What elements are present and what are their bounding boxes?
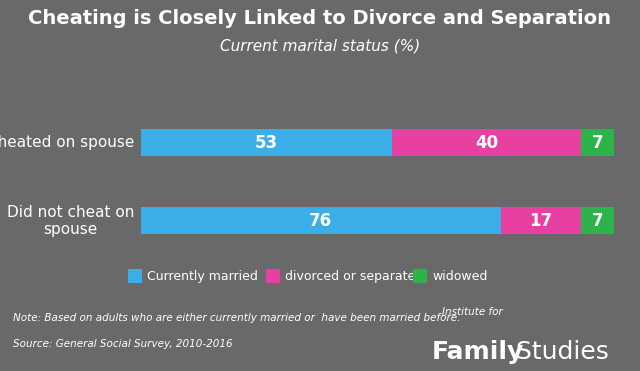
Text: Studies: Studies — [508, 339, 609, 364]
Bar — [581, 129, 614, 157]
Text: 40: 40 — [475, 134, 498, 152]
Text: 17: 17 — [529, 212, 552, 230]
Text: 76: 76 — [309, 212, 332, 230]
Text: Source: General Social Survey, 2010-2016: Source: General Social Survey, 2010-2016 — [13, 339, 232, 349]
Text: Cheated on spouse: Cheated on spouse — [0, 135, 134, 150]
Text: Family: Family — [432, 339, 524, 364]
Text: Currently married: Currently married — [147, 270, 258, 283]
Text: Note: Based on adults who are either currently married or  have been married bef: Note: Based on adults who are either cur… — [13, 313, 460, 324]
Bar — [141, 129, 392, 157]
Bar — [392, 129, 581, 157]
Text: Current marital status (%): Current marital status (%) — [220, 39, 420, 54]
Bar — [581, 207, 614, 234]
Bar — [500, 207, 581, 234]
Text: Institute for: Institute for — [442, 307, 502, 317]
Text: divorced or separated: divorced or separated — [285, 270, 423, 283]
Text: 53: 53 — [255, 134, 278, 152]
Text: 7: 7 — [592, 134, 604, 152]
Text: widowed: widowed — [432, 270, 488, 283]
Bar — [141, 207, 500, 234]
Text: Did not cheat on
spouse: Did not cheat on spouse — [7, 204, 134, 237]
Text: 7: 7 — [592, 212, 604, 230]
Text: Cheating is Closely Linked to Divorce and Separation: Cheating is Closely Linked to Divorce an… — [29, 9, 611, 28]
